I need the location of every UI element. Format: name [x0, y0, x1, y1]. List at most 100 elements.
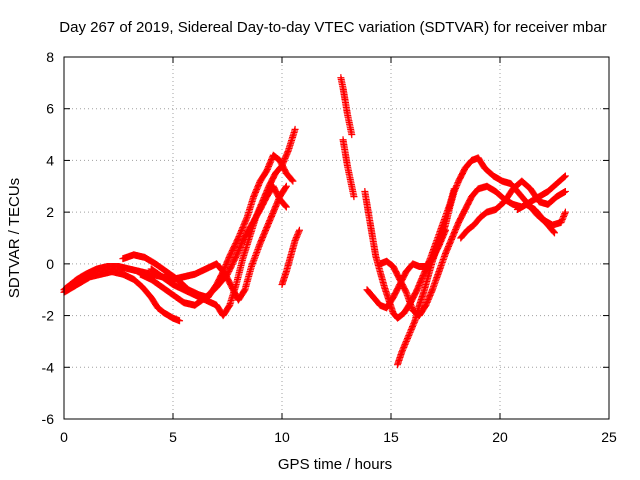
series-arc1 — [60, 125, 299, 320]
data-point-marker — [348, 131, 356, 139]
x-tick-label: 20 — [492, 429, 508, 445]
x-tick-label: 5 — [169, 429, 177, 445]
x-tick-label: 15 — [383, 429, 399, 445]
data-point-marker — [453, 180, 461, 188]
y-tick-label: 8 — [46, 49, 54, 65]
y-tick-label: -4 — [42, 359, 55, 375]
data-point-marker — [410, 320, 418, 328]
data-point-marker — [407, 327, 415, 335]
data-point-marker — [561, 173, 569, 181]
data-point-marker — [561, 210, 569, 218]
plot-frame — [63, 56, 610, 420]
data-point-marker — [550, 228, 558, 236]
data-point-marker — [236, 230, 244, 238]
data-point-marker — [558, 217, 566, 225]
data-point-marker — [405, 332, 413, 340]
data-point-marker — [399, 345, 407, 353]
data-point-marker — [350, 193, 358, 201]
y-tick-labels: -6 -4 -2 0 2 4 6 8 — [42, 49, 55, 427]
series-arc14 — [513, 200, 569, 229]
data-point-marker — [238, 227, 246, 235]
y-axis-label: SDTVAR / TECUs — [6, 178, 23, 298]
data-point-marker — [408, 323, 416, 331]
data-point-marker — [406, 329, 414, 337]
x-tick-label: 10 — [274, 429, 290, 445]
grid-lines — [64, 57, 609, 419]
data-point-marker — [282, 203, 290, 211]
data-point-marker — [560, 211, 568, 219]
data-point-marker — [241, 218, 249, 226]
data-point-marker — [451, 185, 459, 193]
data-point-marker — [407, 326, 415, 334]
y-tick-label: 2 — [46, 204, 54, 220]
data-point-marker — [451, 186, 459, 194]
data-point-marker — [291, 237, 299, 245]
data-point-marker — [404, 333, 412, 341]
y-tick-label: -2 — [42, 308, 55, 324]
x-axis-label: GPS time / hours — [278, 456, 392, 473]
series-arc12 — [376, 172, 569, 320]
data-point-marker — [282, 202, 290, 210]
data-point-marker — [559, 214, 567, 222]
series-arc6 — [278, 226, 303, 289]
data-point-marker — [293, 232, 301, 240]
data-point-marker — [403, 336, 411, 344]
data-point-marker — [176, 317, 184, 325]
data-point-marker — [399, 346, 407, 354]
data-point-marker — [561, 187, 569, 195]
data-point-marker — [400, 343, 408, 351]
data-point-marker — [292, 235, 300, 243]
y-tick-label: -6 — [42, 411, 55, 427]
x-tick-label: 0 — [60, 429, 68, 445]
data-point-marker — [235, 233, 243, 241]
series-arc7 — [337, 74, 356, 139]
data-point-marker — [558, 216, 566, 224]
y-tick-label: 4 — [46, 152, 54, 168]
data-point-marker — [295, 226, 303, 234]
data-point-marker — [453, 182, 461, 190]
data-point-marker — [402, 337, 410, 345]
data-point-marker — [292, 234, 300, 242]
axis-ticks — [63, 56, 610, 420]
data-point-marker — [401, 340, 409, 348]
data-point-marker — [400, 342, 408, 350]
series-arc13 — [457, 177, 569, 242]
data-point-marker — [450, 187, 458, 195]
data-point-marker — [442, 226, 449, 234]
data-point-marker — [239, 222, 247, 230]
data-point-marker — [560, 213, 568, 221]
series-arc10 — [394, 154, 558, 369]
data-point-marker — [561, 172, 569, 180]
series-arc5 — [147, 182, 290, 304]
data-point-marker — [295, 228, 303, 236]
y-tick-label: 0 — [46, 256, 54, 272]
data-point-marker — [561, 208, 569, 216]
data-point-marker — [288, 176, 296, 184]
data-point-marker — [282, 183, 290, 191]
data-points — [60, 74, 569, 369]
data-point-marker — [289, 177, 297, 185]
data-point-marker — [294, 231, 302, 239]
data-point-marker — [241, 219, 249, 227]
data-point-marker — [237, 228, 245, 236]
data-point-marker — [242, 216, 250, 224]
y-tick-label: 6 — [46, 101, 54, 117]
data-point-marker — [240, 221, 248, 229]
data-point-marker — [405, 330, 413, 338]
data-point-marker — [236, 231, 244, 239]
data-point-marker — [452, 183, 460, 191]
data-point-marker — [557, 218, 565, 226]
data-point-marker — [408, 324, 416, 332]
chart-title: Day 267 of 2019, Sidereal Day-to-day VTE… — [59, 19, 606, 36]
series-arc8 — [339, 136, 358, 201]
data-point-marker — [291, 125, 299, 133]
x-tick-label: 25 — [601, 429, 617, 445]
data-point-marker — [239, 224, 247, 232]
series-arc4 — [136, 182, 290, 309]
data-point-marker — [410, 318, 418, 326]
data-point-marker — [409, 321, 417, 329]
data-point-marker — [242, 215, 250, 223]
data-point-marker — [282, 182, 290, 190]
data-point-marker — [404, 334, 412, 342]
